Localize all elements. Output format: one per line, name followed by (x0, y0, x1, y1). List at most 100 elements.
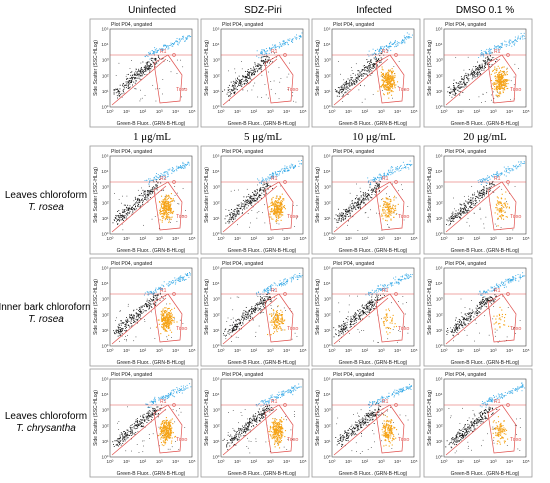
cell-event (471, 204, 473, 206)
toxo-event (278, 215, 280, 217)
r1-event (265, 52, 267, 54)
cell-event (486, 53, 488, 55)
cell-event (354, 83, 355, 85)
cell-event (345, 216, 347, 218)
cell-event (146, 194, 148, 196)
toxo-event (496, 88, 498, 90)
cell-event (479, 208, 481, 210)
cell-event (253, 193, 255, 195)
y-tick-label: 10² (102, 73, 109, 78)
r1-event (396, 166, 398, 168)
cell-event (146, 67, 148, 69)
cell-event (453, 87, 455, 89)
cell-event (238, 75, 240, 77)
plot-title: Plot P04, ungated (333, 149, 374, 155)
cell-event (480, 190, 482, 192)
cell-event (452, 90, 454, 92)
toxo-event (269, 214, 271, 216)
toxo-event (505, 79, 507, 81)
toxo-event (162, 217, 164, 219)
cell-event (145, 194, 147, 196)
r1-event (488, 50, 490, 52)
cell-event (146, 306, 148, 308)
cell-event (133, 314, 135, 316)
cell-event (230, 214, 232, 216)
cell-event (151, 311, 152, 313)
cell-event (372, 189, 374, 191)
x-tick-label: 10⁰ (329, 109, 336, 114)
cell-event (251, 200, 253, 202)
cell-event (463, 77, 465, 79)
r1-event (282, 43, 283, 45)
r1-event (489, 176, 490, 178)
r1-event (258, 57, 260, 59)
cell-event (348, 209, 350, 211)
toxo-event (504, 81, 506, 83)
toxo-event (383, 209, 385, 211)
cell-event (475, 72, 477, 74)
cell-event (351, 83, 353, 85)
cell-event (468, 198, 470, 200)
x-tick-label: 10³ (490, 109, 497, 114)
cell-event (155, 184, 157, 186)
r1-event (269, 47, 271, 49)
toxo-event (385, 201, 387, 203)
cell-event (454, 89, 455, 91)
r1-event (483, 56, 485, 58)
toxo-event (495, 203, 497, 205)
toxo-event (168, 212, 170, 214)
toxo-event (497, 96, 499, 98)
cell-event (142, 201, 144, 203)
cell-event (261, 74, 263, 76)
r1-event (482, 53, 484, 55)
cell-event (463, 79, 465, 81)
cell-event (229, 215, 231, 217)
cell-event (472, 75, 474, 77)
toxo-event (163, 214, 165, 216)
cell-event (393, 212, 395, 214)
cell-event (250, 69, 252, 71)
cell-event (467, 73, 469, 75)
toxo-event (504, 211, 506, 214)
y-tick-label: 10⁵ (435, 154, 442, 159)
y-tick-label: 10⁰ (102, 232, 109, 237)
cell-event (139, 200, 141, 202)
toxo-event (501, 86, 503, 88)
cell-event (255, 195, 257, 197)
cell-event (251, 79, 253, 81)
cell-event (244, 203, 246, 205)
cell-event (250, 201, 252, 203)
r1-event (167, 175, 169, 177)
toxo-event (384, 202, 386, 204)
r1-event (496, 175, 498, 177)
cell-event (149, 301, 151, 302)
r1-event (146, 55, 148, 57)
y-axis-label: Side Scatter (SSC-HLog) (93, 40, 99, 96)
cell-event (377, 183, 379, 185)
cell-event (127, 303, 129, 305)
cell-event (131, 80, 133, 82)
cell-event (263, 60, 265, 62)
toxo-event (391, 84, 393, 86)
cell-event (252, 73, 254, 75)
r1-event (381, 45, 383, 47)
r1-event (161, 174, 163, 176)
cell-event (483, 67, 485, 69)
y-tick-label: 10² (436, 73, 443, 78)
cell-event (231, 85, 233, 87)
toxo-event (390, 214, 392, 216)
cell-event (139, 315, 141, 317)
cell-event (453, 90, 455, 92)
cell-event (128, 87, 130, 89)
r1-event (501, 172, 503, 174)
cell-event (144, 319, 145, 320)
cell-event (462, 79, 464, 80)
cell-event (470, 207, 472, 209)
r1-event (288, 169, 290, 171)
cell-event (132, 316, 134, 318)
cell-event (488, 62, 490, 64)
r1-event (489, 52, 491, 54)
toxo-event (165, 217, 167, 219)
cell-event (138, 317, 140, 319)
cell-event (125, 323, 127, 325)
